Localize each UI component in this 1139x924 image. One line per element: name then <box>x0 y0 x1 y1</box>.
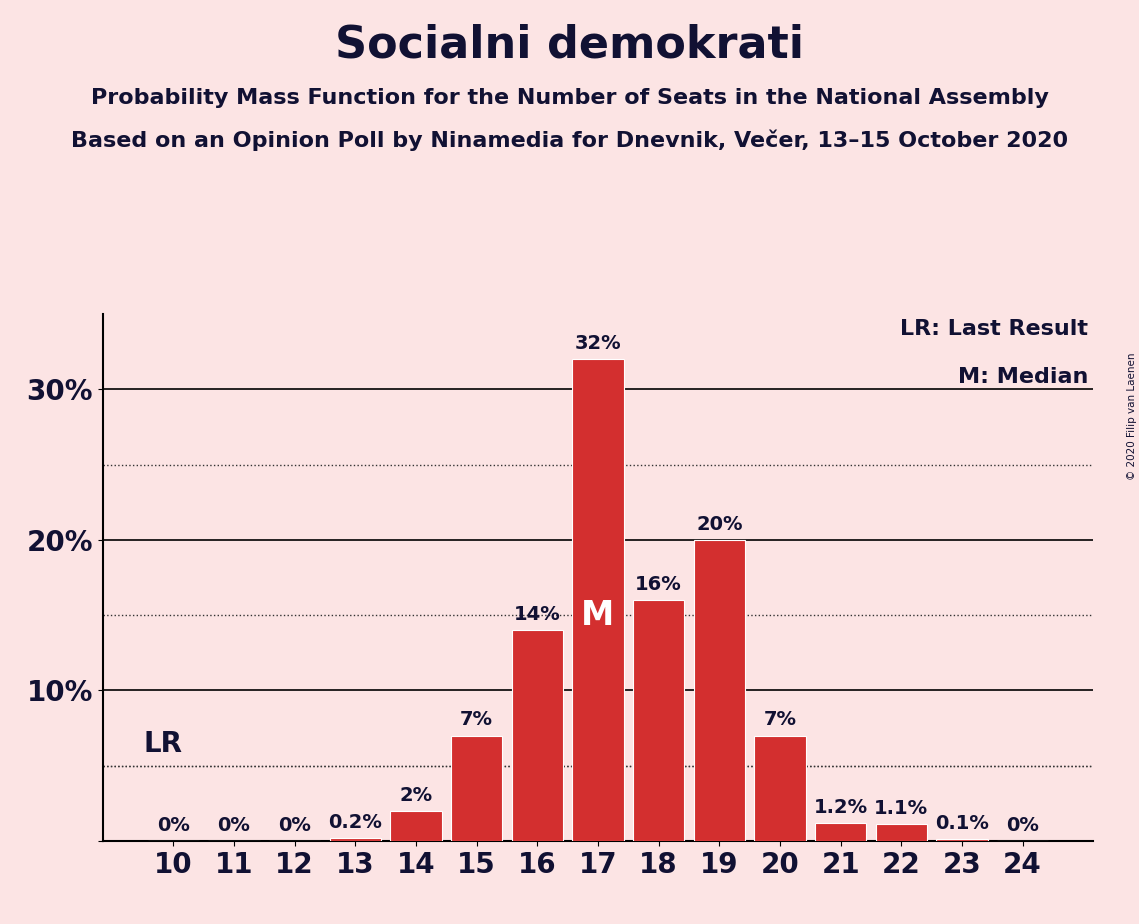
Text: Probability Mass Function for the Number of Seats in the National Assembly: Probability Mass Function for the Number… <box>91 88 1048 108</box>
Bar <box>391 810 442 841</box>
Text: LR: LR <box>144 730 182 758</box>
Bar <box>694 540 745 841</box>
Text: 0%: 0% <box>278 816 311 834</box>
Text: © 2020 Filip van Laenen: © 2020 Filip van Laenen <box>1126 352 1137 480</box>
Text: 1.1%: 1.1% <box>875 799 928 819</box>
Bar <box>329 838 382 841</box>
Bar <box>936 839 988 841</box>
Text: 0.2%: 0.2% <box>328 813 383 832</box>
Text: LR: Last Result: LR: Last Result <box>901 320 1089 339</box>
Text: M: Median: M: Median <box>958 367 1089 387</box>
Bar <box>451 736 502 841</box>
Text: 2%: 2% <box>400 785 433 805</box>
Text: 0%: 0% <box>157 816 190 834</box>
Bar <box>814 822 867 841</box>
Text: 7%: 7% <box>460 711 493 729</box>
Text: 0%: 0% <box>218 816 251 834</box>
Text: 20%: 20% <box>696 515 743 534</box>
Text: Socialni demokrati: Socialni demokrati <box>335 23 804 67</box>
Bar <box>754 736 805 841</box>
Bar <box>572 359 624 841</box>
Text: M: M <box>581 599 615 632</box>
Bar <box>876 824 927 841</box>
Text: 0%: 0% <box>1006 816 1039 834</box>
Text: 7%: 7% <box>763 711 796 729</box>
Text: 16%: 16% <box>636 575 682 594</box>
Bar <box>633 600 685 841</box>
Text: Based on an Opinion Poll by Ninamedia for Dnevnik, Večer, 13–15 October 2020: Based on an Opinion Poll by Ninamedia fo… <box>71 129 1068 151</box>
Bar <box>511 630 563 841</box>
Text: 32%: 32% <box>575 334 621 353</box>
Text: 14%: 14% <box>514 605 560 624</box>
Text: 0.1%: 0.1% <box>935 814 989 833</box>
Text: 1.2%: 1.2% <box>813 797 868 817</box>
